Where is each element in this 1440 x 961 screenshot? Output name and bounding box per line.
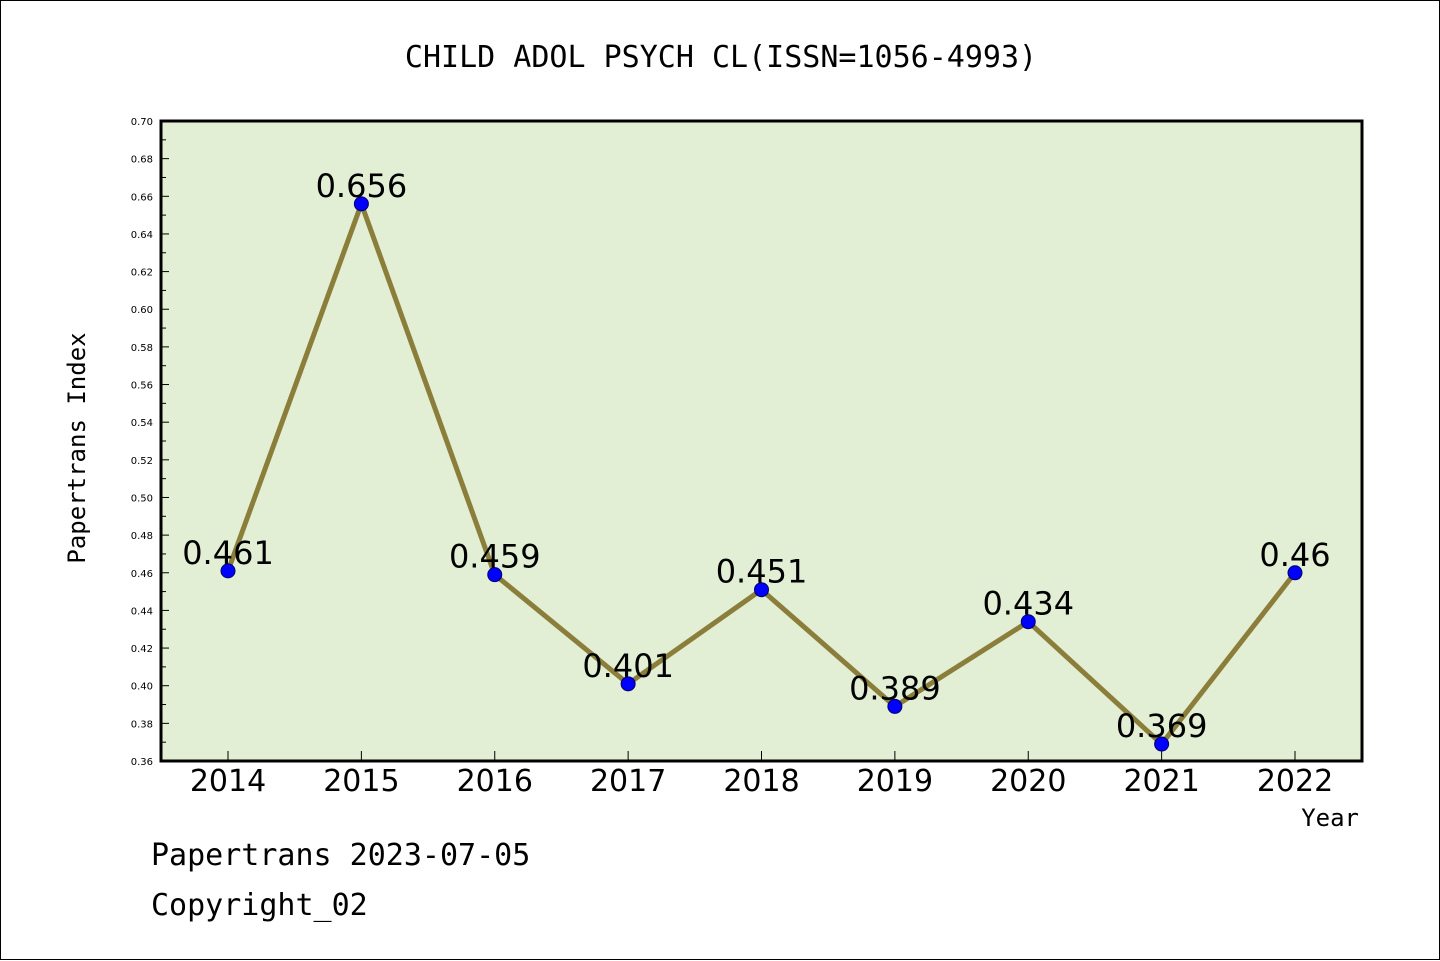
x-tick-label: 2022 — [1257, 764, 1333, 799]
y-tick-label: 0.62 — [131, 268, 153, 279]
x-tick-label: 2014 — [190, 764, 266, 799]
data-label: 0.46 — [1259, 536, 1330, 574]
y-tick-label: 0.60 — [131, 305, 153, 316]
data-point — [887, 698, 903, 714]
footer-copyright: Copyright_02 — [151, 888, 368, 923]
data-point — [620, 676, 636, 692]
y-axis-title: Papertrans Index — [63, 332, 91, 563]
plot-area — [159, 119, 1364, 763]
x-tick-label: 2018 — [723, 764, 799, 799]
x-tick-label: 2015 — [323, 764, 399, 799]
y-tick-label: 0.46 — [131, 569, 153, 580]
data-point — [1154, 736, 1170, 752]
y-tick-label: 0.42 — [131, 644, 153, 655]
y-tick-label: 0.50 — [131, 493, 153, 504]
data-point — [220, 563, 236, 579]
data-point — [1287, 565, 1303, 581]
data-label: 0.459 — [449, 538, 541, 576]
x-tick-label: 2016 — [457, 764, 533, 799]
y-tick-label: 0.40 — [131, 682, 153, 693]
x-axis: 2014 2015 2016 2017 2018 2019 2020 2021 2022 — [190, 751, 1333, 799]
data-label: 0.369 — [1116, 707, 1208, 745]
data-label: 0.451 — [716, 553, 808, 591]
x-axis-title: Year — [1301, 804, 1359, 832]
x-tick-label: 2020 — [990, 764, 1066, 799]
y-tick-label: 0.38 — [131, 719, 153, 730]
x-tick-label: 2021 — [1123, 764, 1199, 799]
y-tick-label: 0.58 — [131, 343, 153, 354]
data-label: 0.401 — [582, 647, 674, 685]
y-tick-label: 0.48 — [131, 531, 153, 542]
data-label: 0.656 — [316, 167, 408, 205]
series-layer: 0.461 0.656 0.459 0.401 0.451 0.389 0.434 0.369… — [182, 167, 1331, 752]
data-point — [353, 196, 369, 212]
y-tick-label: 0.64 — [131, 230, 153, 241]
y-tick-label: 0.54 — [131, 418, 153, 429]
y-tick-label: 0.44 — [131, 606, 153, 617]
x-tick-label: 2017 — [590, 764, 666, 799]
y-tick-label: 0.56 — [131, 381, 153, 392]
data-label: 0.461 — [182, 534, 274, 572]
data-label: 0.389 — [849, 669, 941, 707]
y-tick-label: 0.52 — [131, 456, 153, 467]
data-point — [754, 582, 769, 598]
data-point — [487, 567, 503, 583]
y-axis: 0.36 0.38 0.40 0.42 0.44 0.46 0.48 0.50 0.52 0.54… — [131, 117, 169, 768]
y-tick-label: 0.68 — [131, 155, 153, 166]
chart-title: CHILD ADOL PSYCH CL(ISSN=1056-4993) — [405, 40, 1037, 75]
y-tick-label: 0.66 — [131, 192, 153, 203]
data-label: 0.434 — [982, 585, 1074, 623]
x-tick-label: 2019 — [857, 764, 933, 799]
y-tick-label: 0.70 — [131, 117, 153, 128]
footer-date: Papertrans 2023-07-05 — [151, 838, 530, 873]
data-point — [1020, 614, 1036, 630]
y-tick-label: 0.36 — [131, 757, 153, 768]
